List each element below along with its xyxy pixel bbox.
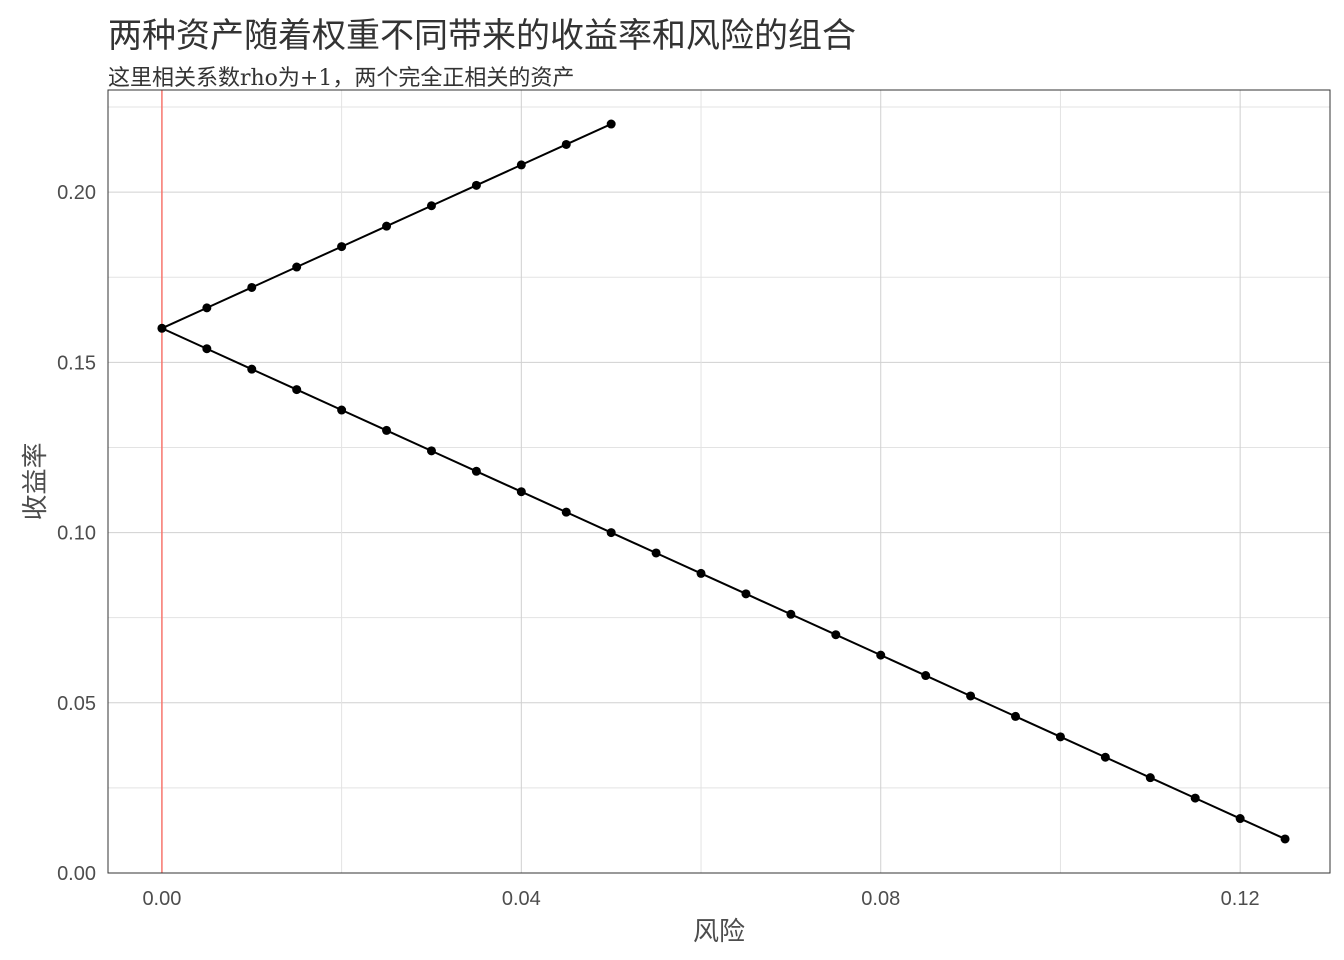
data-point xyxy=(1055,732,1065,742)
axis-ticks: 0.00 0.05 0.10 0.15 0.20 0.00 0.04 0.08 0.12 xyxy=(57,182,1260,910)
data-point xyxy=(337,405,347,415)
data-point xyxy=(471,466,481,476)
data-point xyxy=(1280,834,1290,844)
data-point xyxy=(292,385,302,395)
panel-border xyxy=(107,89,1331,874)
data-point xyxy=(876,650,886,660)
y-tick-label: 0.00 xyxy=(57,863,96,885)
data-point xyxy=(247,364,257,374)
series-line-layer xyxy=(159,123,1286,840)
data-point xyxy=(921,671,931,681)
y-tick-label: 0.05 xyxy=(57,693,96,715)
x-axis-title: 风险 xyxy=(693,917,745,947)
data-point xyxy=(1235,814,1245,824)
data-point xyxy=(382,221,392,231)
data-point xyxy=(1190,793,1200,803)
data-point xyxy=(202,303,212,313)
y-axis-title: 收益率 xyxy=(21,442,51,520)
chart-subtitle: 这里相关系数rho为+1，两个完全正相关的资产 xyxy=(108,66,575,91)
data-point xyxy=(202,344,212,354)
points-layer xyxy=(157,119,1290,844)
data-point xyxy=(426,446,436,456)
data-point xyxy=(1011,711,1021,721)
series-line xyxy=(159,123,1286,840)
data-point xyxy=(382,425,392,435)
x-tick-label: 0.08 xyxy=(861,888,900,910)
data-point xyxy=(831,630,841,640)
data-point xyxy=(516,487,526,497)
data-point xyxy=(696,568,706,578)
data-point xyxy=(426,201,436,211)
y-tick-label: 0.10 xyxy=(57,523,96,545)
y-tick-label: 0.20 xyxy=(57,182,96,204)
x-tick-label: 0.12 xyxy=(1221,888,1260,910)
data-point xyxy=(337,242,347,252)
data-point xyxy=(651,548,661,558)
x-tick-label: 0.04 xyxy=(502,888,541,910)
y-tick-label: 0.15 xyxy=(57,352,96,374)
data-point xyxy=(1145,773,1155,783)
data-point xyxy=(471,180,481,190)
data-point xyxy=(606,119,616,129)
x-tick-label: 0.00 xyxy=(142,888,181,910)
data-point xyxy=(966,691,976,701)
data-point xyxy=(786,609,796,619)
data-point xyxy=(157,323,167,333)
data-point xyxy=(292,262,302,272)
chart-title: 两种资产随着权重不同带来的收益率和风险的组合 xyxy=(108,16,856,56)
data-point xyxy=(741,589,751,599)
data-point xyxy=(1100,752,1110,762)
data-point xyxy=(561,507,571,517)
data-point xyxy=(561,139,571,149)
grid xyxy=(108,90,1330,874)
data-point xyxy=(606,528,616,538)
data-point xyxy=(247,282,257,292)
data-point xyxy=(516,160,526,170)
